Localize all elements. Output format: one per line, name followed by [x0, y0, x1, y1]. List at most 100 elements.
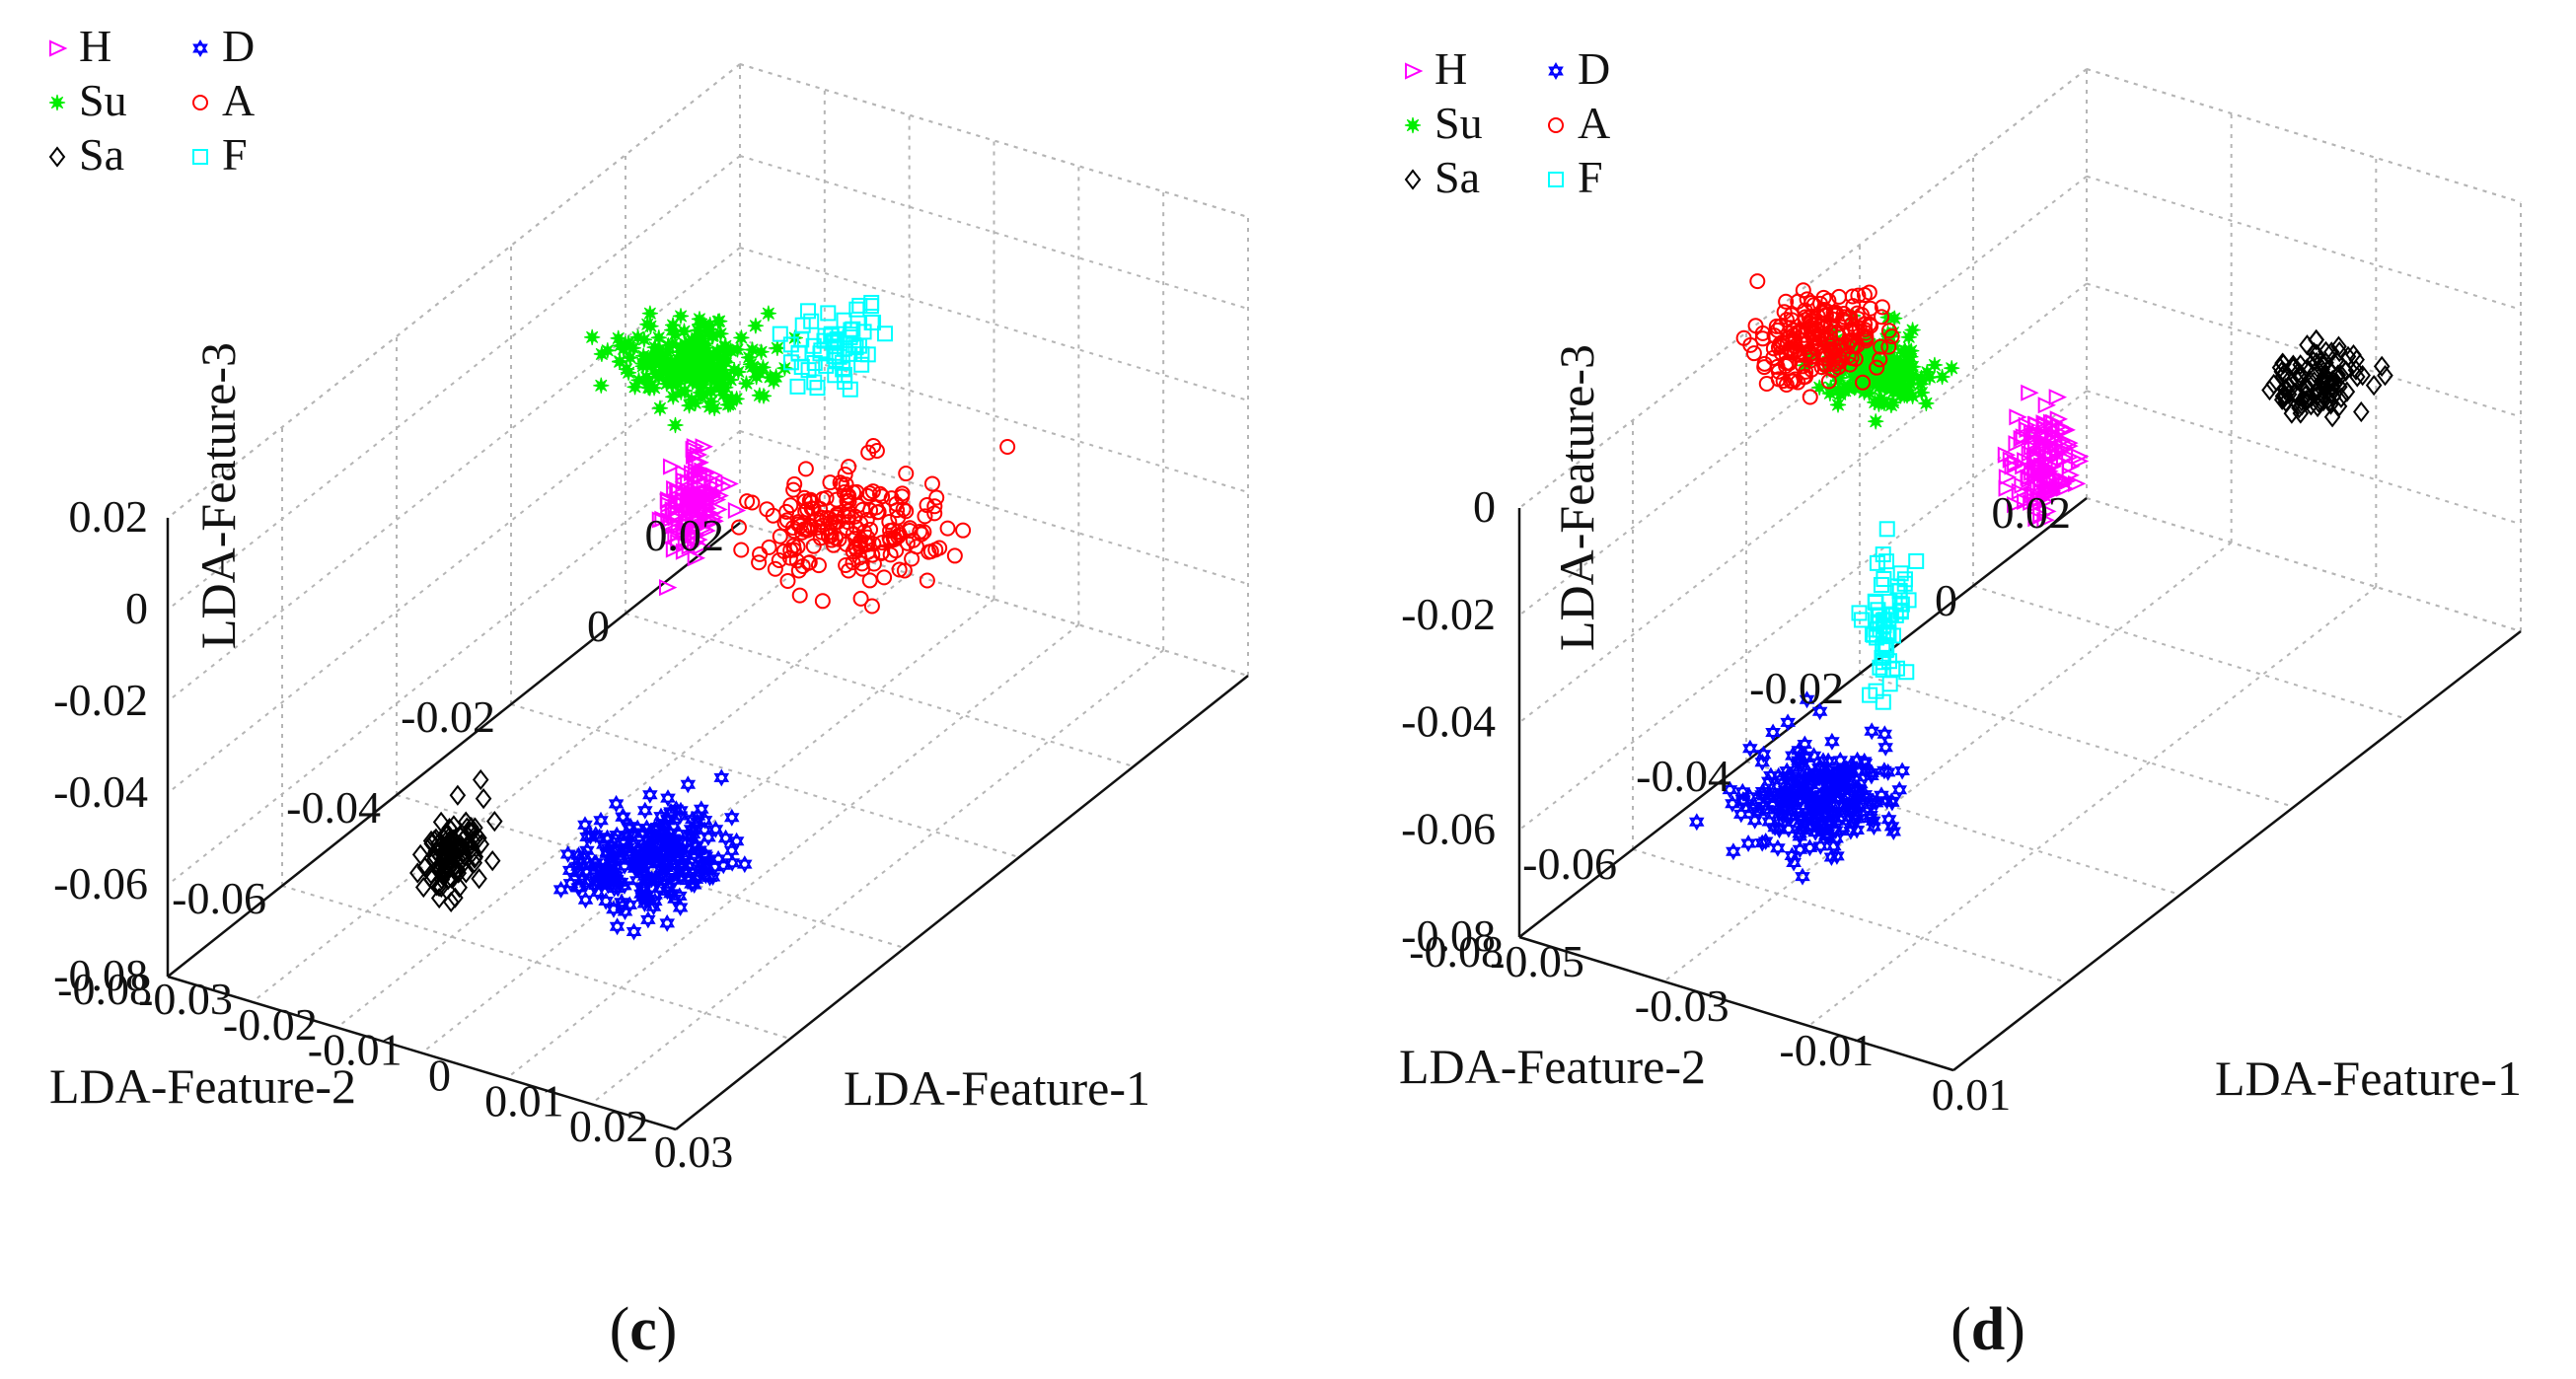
point-H [662, 458, 682, 475]
point-F [1877, 637, 1893, 654]
point-D [659, 913, 676, 932]
point-A [1873, 338, 1889, 355]
point-Su [618, 361, 635, 378]
z-tick-label-1: -0.02 [1401, 589, 1496, 639]
point-Su [664, 322, 681, 338]
point-H [654, 510, 673, 528]
point-H [2036, 467, 2055, 484]
point-Su [638, 369, 655, 386]
point-A [791, 587, 808, 604]
y-tick-label-1: 0 [1935, 575, 1957, 625]
point-A [1772, 318, 1789, 334]
point-D [598, 892, 615, 910]
series-H-c [651, 438, 747, 597]
point-A [841, 459, 857, 475]
point-D [1849, 751, 1866, 769]
x-axis-back-line [1952, 630, 2522, 1071]
point-Su [715, 350, 732, 367]
point-Sa [438, 825, 456, 846]
point-D [612, 851, 628, 870]
point-D [617, 902, 633, 921]
point-A [759, 501, 775, 518]
z-tick-label-5: -0.08 [53, 950, 148, 1000]
point-H [689, 446, 708, 464]
y-tick-label-0: 0.02 [1992, 487, 2072, 538]
point-D [607, 830, 623, 848]
point-D [1824, 732, 1840, 751]
point-Sa [2261, 379, 2278, 401]
point-A [837, 467, 853, 483]
point-A [1778, 293, 1795, 310]
point-F [772, 326, 788, 342]
point-Sa [442, 891, 460, 913]
point-H [2007, 496, 2025, 514]
point-A [1742, 336, 1759, 353]
point-A [834, 476, 850, 493]
point-D [616, 808, 631, 827]
point-Su [1904, 322, 1921, 338]
legend-marker-H [1405, 62, 1424, 80]
point-A [1827, 307, 1844, 324]
points-d [1688, 273, 2393, 886]
legend-label-Sa: Sa [79, 129, 124, 180]
point-A [823, 532, 840, 548]
point-A [852, 539, 869, 555]
point-D [1778, 797, 1795, 816]
point-H [2011, 482, 2030, 500]
point-H [670, 483, 690, 501]
point-Su [593, 377, 610, 394]
point-Sa [441, 830, 459, 851]
legend-label-D: D [222, 21, 255, 71]
point-A [1797, 346, 1813, 363]
point-D [673, 801, 689, 820]
point-H [2026, 415, 2046, 433]
grid-line-z-side-3 [1518, 390, 2088, 832]
point-F [1873, 576, 1889, 593]
point-A [1745, 345, 1762, 362]
point-A [733, 542, 750, 558]
point-H [677, 535, 697, 552]
point-Sa [433, 876, 450, 899]
point-D [646, 820, 663, 838]
point-D [577, 891, 594, 909]
legend-item-A: A [1548, 98, 1610, 148]
point-Sa [2354, 364, 2371, 387]
point-A [739, 493, 756, 510]
point-F [809, 380, 826, 397]
point-Su [584, 328, 601, 346]
point-Su [717, 337, 734, 354]
point-H [2048, 477, 2067, 495]
point-D [577, 816, 593, 835]
point-A [790, 562, 807, 579]
point-Sa [2309, 386, 2325, 407]
point-Su [1891, 368, 1908, 385]
point-D [609, 917, 626, 936]
point-A [1853, 306, 1870, 323]
point-F [800, 303, 817, 320]
point-F [1881, 676, 1898, 692]
y-tick-label-5: -0.08 [57, 964, 152, 1014]
point-D [1726, 842, 1741, 861]
point-A [899, 535, 916, 551]
point-D [637, 890, 654, 908]
point-D [559, 844, 576, 864]
series-F-c [772, 294, 894, 398]
z-tick-label-2: -0.02 [53, 675, 148, 725]
point-D [640, 910, 656, 929]
point-A [852, 590, 869, 607]
legend-label-F: F [222, 129, 248, 180]
point-D [1722, 780, 1738, 799]
z-tick-label-1: 0 [125, 583, 148, 633]
point-D [1806, 812, 1823, 831]
point-Sa [428, 875, 446, 897]
point-F [1881, 606, 1898, 622]
point-D [723, 841, 740, 860]
point-A [785, 481, 802, 498]
point-D [663, 884, 679, 903]
point-D [1820, 761, 1837, 779]
series-D-c [552, 768, 753, 941]
series-F-d [1851, 521, 1925, 710]
point-A [797, 461, 814, 477]
point-A [1778, 377, 1795, 394]
